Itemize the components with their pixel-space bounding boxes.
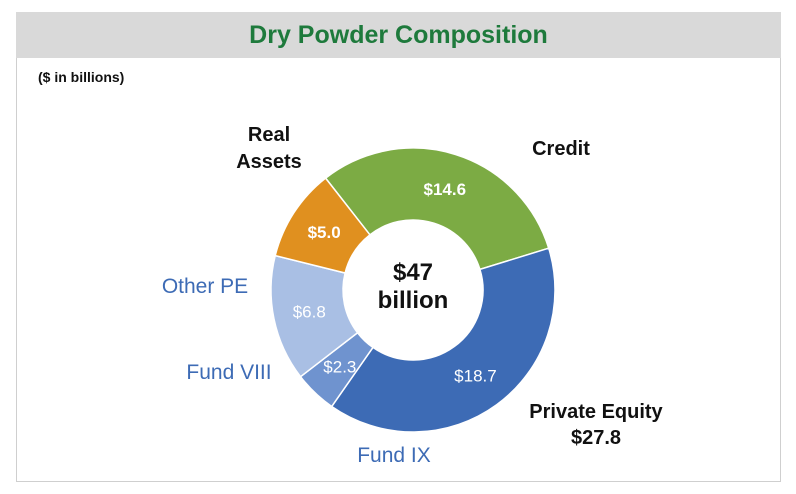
chart-title-bar: Dry Powder Composition — [16, 12, 781, 58]
value-label-credit: $14.6 — [424, 180, 467, 199]
slice-fund-ix — [330, 247, 556, 433]
value-label-fund-ix: $18.7 — [454, 367, 497, 386]
category-label-credit: Credit — [532, 138, 590, 160]
units-label: ($ in billions) — [38, 69, 125, 85]
slice-credit — [324, 147, 550, 271]
category-label-fund-viii: Fund VIII — [186, 361, 271, 384]
category-label-real-assets: Assets — [236, 151, 302, 173]
value-label-real-assets: $5.0 — [308, 223, 341, 242]
center-label-amount: $47 — [393, 259, 433, 286]
group-label-name: Private Equity — [529, 401, 663, 423]
category-label-fund-ix: Fund IX — [357, 444, 431, 467]
category-label-other-pe: Other PE — [162, 275, 248, 298]
slice-real-assets — [274, 177, 371, 274]
category-label-real-assets: Real — [248, 124, 290, 146]
value-label-fund-viii: $2.3 — [323, 358, 356, 377]
group-label-value: $27.8 — [571, 427, 621, 449]
center-label-unit: billion — [378, 287, 449, 314]
value-label-other-pe: $6.8 — [293, 303, 326, 322]
chart-title: Dry Powder Composition — [249, 20, 548, 49]
